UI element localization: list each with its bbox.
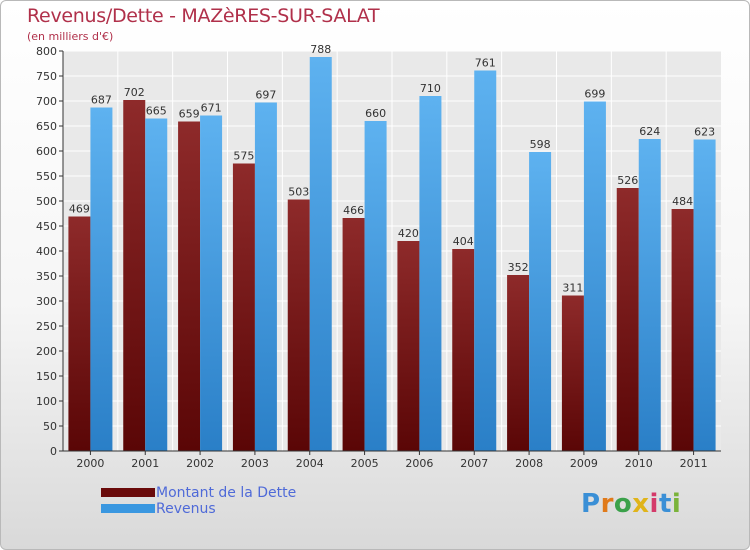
y-tick-label: 750	[36, 70, 57, 83]
axis-layer: 0 50 100 150 200 250 300 350 400 450 500 550 600 650 7…	[36, 45, 721, 470]
x-tick-label: 2009	[570, 457, 598, 470]
bar-dette-2010	[616, 188, 639, 451]
bar-dette-2009	[561, 295, 584, 451]
data-label-dette-2005: 466	[343, 204, 364, 217]
x-tick-label: 2008	[515, 457, 543, 470]
data-label-revenus-2004: 788	[310, 43, 331, 56]
legend-label-revenus: Revenus	[156, 501, 216, 517]
data-label-dette-2002: 659	[179, 108, 200, 121]
bar-dette-2004	[287, 199, 310, 451]
bar-dette-2007	[452, 249, 475, 451]
bar-revenus-2007	[474, 70, 497, 451]
y-tick-label: 200	[36, 345, 57, 358]
y-tick-label: 150	[36, 370, 57, 383]
bar-revenus-2000	[90, 107, 113, 451]
bar-dette-2002	[178, 121, 201, 451]
logo-letter: o	[613, 489, 633, 519]
y-tick-label: 700	[36, 95, 57, 108]
y-tick-label: 300	[36, 295, 57, 308]
data-label-dette-2008: 352	[508, 261, 529, 274]
data-label-dette-2009: 311	[562, 282, 583, 295]
data-label-revenus-2003: 697	[255, 89, 276, 102]
bar-revenus-2009	[583, 101, 606, 451]
logo-letter: i	[671, 489, 682, 519]
grid-layer	[63, 50, 721, 451]
logo-letter: P	[581, 489, 601, 519]
bar-revenus-2008	[529, 152, 552, 451]
logo-letter: x	[632, 489, 650, 519]
bar-dette-2011	[671, 209, 694, 451]
data-label-revenus-2008: 598	[530, 138, 551, 151]
y-tick-label: 500	[36, 195, 57, 208]
logo-letter: i	[649, 489, 659, 519]
data-label-dette-2007: 404	[453, 235, 474, 248]
bar-revenus-2005	[364, 121, 387, 451]
proxiti-logo: Proxiti	[581, 489, 681, 519]
x-tick-label: 2011	[680, 457, 708, 470]
logo-letter: t	[658, 489, 672, 519]
data-label-revenus-2011: 623	[694, 126, 715, 139]
data-label-revenus-2010: 624	[639, 125, 660, 138]
bar-dette-2001	[123, 100, 146, 451]
legend-label-dette: Montant de la Dette	[156, 485, 297, 501]
y-tick-label: 800	[36, 45, 57, 58]
y-tick-label: 600	[36, 145, 57, 158]
bar-revenus-2004	[309, 57, 332, 451]
y-tick-label: 400	[36, 245, 57, 258]
y-tick-label: 100	[36, 395, 57, 408]
bar-revenus-2010	[638, 139, 661, 451]
y-tick-label: 650	[36, 120, 57, 133]
bar-dette-2008	[507, 275, 530, 451]
data-label-revenus-2000: 687	[91, 94, 112, 107]
x-tick-label: 2010	[625, 457, 653, 470]
chart-title: Revenus/Dette - MAZèRES-SUR-SALAT	[27, 5, 380, 27]
y-tick-label: 50	[43, 420, 57, 433]
x-tick-label: 2007	[460, 457, 488, 470]
bar-revenus-2006	[419, 96, 442, 451]
logo-letter: r	[600, 489, 614, 519]
data-label-dette-2004: 503	[288, 186, 309, 199]
data-label-dette-2000: 469	[69, 203, 90, 216]
x-tick-label: 2005	[351, 457, 379, 470]
bar-revenus-2011	[693, 139, 716, 451]
bar-revenus-2002	[200, 115, 223, 451]
bars-layer	[68, 57, 716, 451]
y-tick-label: 450	[36, 220, 57, 233]
data-label-revenus-2007: 761	[475, 57, 496, 70]
legend-swatch-dette	[101, 488, 155, 497]
x-tick-label: 2003	[241, 457, 269, 470]
data-label-dette-2011: 484	[672, 195, 693, 208]
data-label-dette-2006: 420	[398, 227, 419, 240]
data-label-dette-2010: 526	[617, 174, 638, 187]
bar-dette-2005	[342, 218, 365, 451]
bar-dette-2006	[397, 241, 420, 451]
bar-revenus-2003	[254, 102, 277, 451]
data-label-revenus-2009: 699	[584, 88, 605, 101]
y-tick-label: 550	[36, 170, 57, 183]
y-tick-label: 250	[36, 320, 57, 333]
x-tick-label: 2006	[405, 457, 433, 470]
y-tick-label: 0	[50, 445, 57, 458]
x-tick-label: 2002	[186, 457, 214, 470]
x-tick-label: 2001	[131, 457, 159, 470]
chart-subtitle: (en milliers d'€)	[27, 30, 114, 43]
legend-swatch-revenus	[101, 504, 155, 513]
bar-dette-2003	[232, 163, 255, 451]
data-label-revenus-2001: 665	[146, 105, 167, 118]
y-tick-label: 350	[36, 270, 57, 283]
data-label-dette-2001: 702	[124, 86, 145, 99]
bar-revenus-2001	[145, 118, 168, 451]
bar-dette-2000	[68, 216, 91, 451]
x-tick-label: 2000	[76, 457, 104, 470]
data-label-revenus-2006: 710	[420, 82, 441, 95]
data-label-dette-2003: 575	[233, 150, 254, 163]
data-label-revenus-2002: 671	[201, 102, 222, 115]
x-tick-label: 2004	[296, 457, 324, 470]
data-label-revenus-2005: 660	[365, 107, 386, 120]
